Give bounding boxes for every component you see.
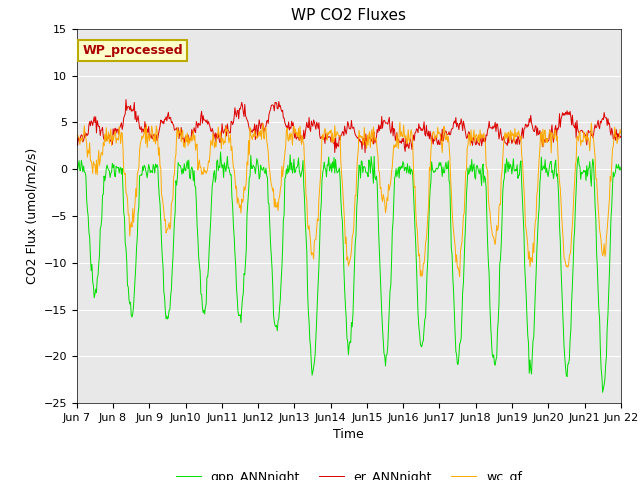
er_ANNnight (83, 131, 90, 136)
wc_gf (73, 132, 81, 138)
wc_gf (617, 131, 625, 136)
X-axis label: Time: Time (333, 429, 364, 442)
er_ANNnight (361, 150, 369, 156)
Title: WP CO2 Fluxes: WP CO2 Fluxes (291, 9, 406, 24)
wc_gf (223, 128, 230, 134)
wc_gf (194, 167, 202, 173)
er_ANNnight (417, 124, 424, 130)
gpp_ANNnight (617, 167, 625, 173)
gpp_ANNnight (83, 196, 90, 202)
Line: er_ANNnight: er_ANNnight (77, 99, 621, 153)
Line: wc_gf: wc_gf (77, 122, 621, 276)
er_ANNnight (122, 96, 130, 102)
er_ANNnight (73, 134, 81, 140)
gpp_ANNnight (223, 154, 231, 159)
wc_gf (456, 274, 463, 279)
er_ANNnight (433, 133, 440, 139)
gpp_ANNnight (431, 168, 439, 174)
wc_gf (83, 141, 90, 146)
wc_gf (139, 136, 147, 142)
wc_gf (396, 120, 404, 125)
er_ANNnight (195, 120, 202, 126)
gpp_ANNnight (73, 164, 81, 169)
Text: WP_processed: WP_processed (82, 44, 183, 57)
er_ANNnight (223, 121, 231, 127)
gpp_ANNnight (139, 164, 147, 169)
gpp_ANNnight (416, 331, 424, 336)
Y-axis label: CO2 Flux (umol/m2/s): CO2 Flux (umol/m2/s) (25, 148, 38, 284)
Legend: gpp_ANNnight, er_ANNnight, wc_gf: gpp_ANNnight, er_ANNnight, wc_gf (171, 466, 527, 480)
gpp_ANNnight (217, 149, 225, 155)
er_ANNnight (617, 133, 625, 139)
gpp_ANNnight (194, 235, 202, 241)
Line: gpp_ANNnight: gpp_ANNnight (77, 152, 621, 392)
wc_gf (416, 252, 424, 257)
gpp_ANNnight (599, 389, 607, 395)
er_ANNnight (140, 127, 147, 132)
wc_gf (431, 134, 439, 140)
